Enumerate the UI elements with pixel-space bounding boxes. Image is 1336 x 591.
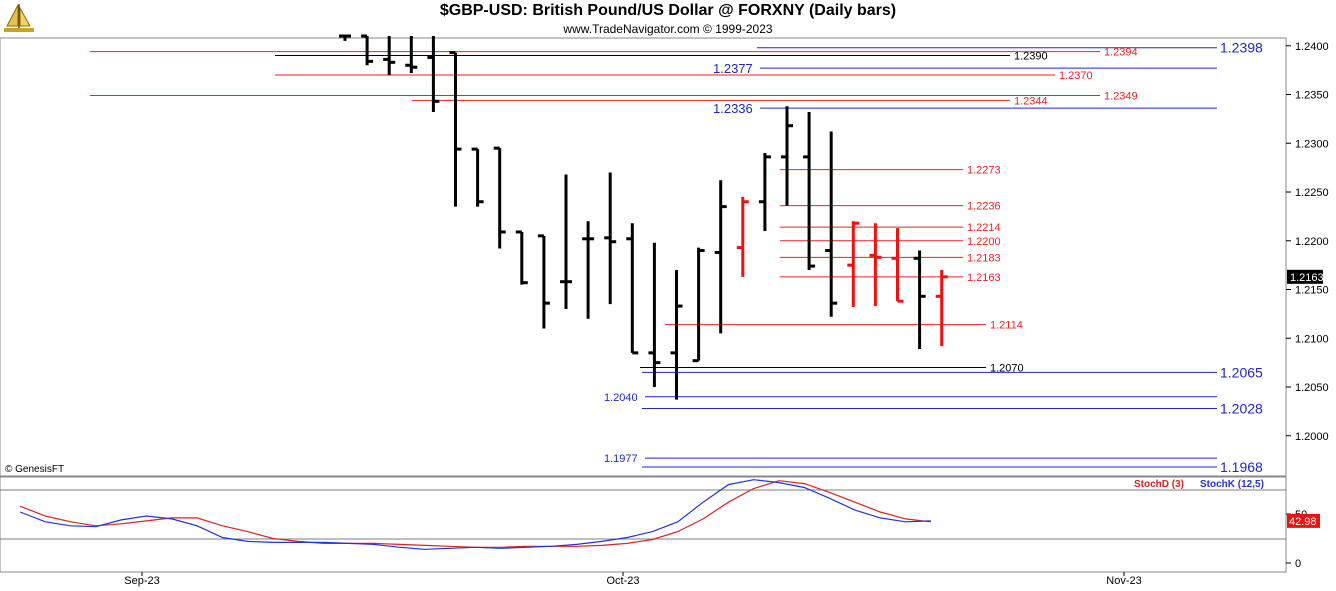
y-tick-label: 1.2200: [1295, 236, 1329, 248]
level-label: 1.2344: [1014, 95, 1048, 107]
stoch-last-label: 42.98: [1289, 516, 1317, 528]
stoch-series-line: [19, 480, 931, 548]
level-label: 1.2370: [1059, 70, 1093, 82]
ohlc-bar: [935, 270, 948, 347]
level-label: 1.1977: [604, 453, 638, 465]
y-tick-label: 1.2250: [1295, 187, 1329, 199]
ohlc-bar: [405, 36, 418, 74]
level-label: 1.2028: [1220, 400, 1263, 416]
chart-subtitle: www.TradeNavigator.com © 1999-2023: [563, 22, 773, 36]
level-label: 1.2065: [1220, 364, 1263, 380]
x-tick-label: Sep-23: [124, 575, 159, 587]
level-label: 1.2394: [1104, 47, 1138, 59]
ohlc-bar: [825, 131, 838, 317]
ohlc-bar: [714, 180, 727, 334]
level-label: 1.2183: [967, 252, 1001, 264]
x-tick-label: Oct-23: [606, 575, 639, 587]
ohlc-bar: [427, 36, 440, 113]
stoch-lines: 50042.98: [19, 479, 1320, 570]
y-tick-label: 1.2300: [1295, 138, 1329, 150]
ohlc-bar: [604, 172, 617, 305]
level-label: 1.2114: [990, 320, 1023, 332]
ohlc-bar: [758, 153, 771, 231]
ohlc-bar: [493, 146, 506, 249]
ohlc-bar: [891, 228, 904, 303]
ohlc-bar: [515, 230, 528, 285]
last-price-label: 1.2163: [1290, 272, 1324, 284]
ohlc-bar: [648, 242, 661, 387]
level-label: 1.2377: [713, 61, 753, 76]
level-label: 1.2398: [1220, 40, 1263, 56]
level-label: 1.2336: [713, 101, 753, 116]
ohlc-bar: [383, 36, 396, 75]
ohlc-bar: [361, 34, 374, 66]
stoch-last-box: [1287, 513, 1320, 528]
level-label: 1.2040: [604, 392, 638, 404]
ohlc-bar: [582, 221, 595, 319]
ohlc-bar: [869, 223, 882, 307]
ohlc-bar: [471, 147, 484, 207]
ohlc-bar: [560, 174, 572, 309]
y-tick-label: 1.2100: [1295, 333, 1329, 345]
ohlc-bar: [670, 270, 683, 400]
ohlc-bar: [847, 221, 860, 308]
price-bars: [339, 34, 948, 400]
level-label: 1.1968: [1220, 459, 1263, 475]
ohlc-bar: [449, 51, 462, 207]
level-label: 1.2273: [967, 165, 1001, 177]
stoch-series-line: [19, 479, 931, 550]
stochk-legend: StochK (12,5): [1200, 479, 1264, 490]
ohlc-bar: [781, 106, 793, 206]
copyright-label: © GenesisFT: [5, 464, 64, 475]
level-label: 1.2070: [990, 363, 1024, 375]
stoch-y-tick-label: 0: [1295, 558, 1301, 570]
y-tick-label: 1.2000: [1295, 431, 1329, 443]
level-label: 1.2236: [967, 201, 1001, 213]
ohlc-bar: [736, 196, 749, 277]
ohlc-bar: [339, 34, 351, 41]
chart-title: $GBP-USD: British Pound/US Dollar @ FORX…: [439, 2, 897, 19]
last-price-box: [1287, 269, 1323, 284]
level-label: 1.2200: [967, 236, 1001, 248]
x-tick-label: Nov-23: [1106, 575, 1141, 587]
level-label: 1.2349: [1104, 90, 1138, 102]
ohlc-bar: [913, 250, 926, 349]
date-axis: Sep-23 Oct-23 Nov-23: [124, 572, 1142, 587]
y-tick-label: 1.2400: [1295, 41, 1329, 53]
ohlc-bar: [692, 247, 705, 363]
level-label: 1.2214: [967, 222, 1001, 234]
stochd-legend: StochD (3): [1134, 479, 1184, 490]
price-y-axis: 1.24001.23501.23001.22501.22001.21501.21…: [1286, 41, 1329, 443]
stoch-panel: [0, 476, 1287, 573]
ohlc-bar: [626, 223, 639, 355]
sailboat-logo-icon: [4, 4, 34, 32]
chart-header: $GBP-USD: British Pound/US Dollar @ FORX…: [0, 0, 1336, 38]
y-tick-label: 1.2050: [1295, 382, 1329, 394]
level-label: 1.2390: [1014, 51, 1048, 63]
price-panel: [0, 37, 1287, 477]
level-label: 1.2163: [967, 272, 1001, 284]
y-tick-label: 1.2350: [1295, 90, 1329, 102]
level-lines: 1.2398 1.2394 1.2390 1.2377 1.2370 1.2349 1.23…: [90, 40, 1263, 475]
ohlc-bar: [803, 112, 816, 270]
ohlc-bar: [537, 234, 550, 329]
y-tick-label: 1.2150: [1295, 285, 1329, 297]
